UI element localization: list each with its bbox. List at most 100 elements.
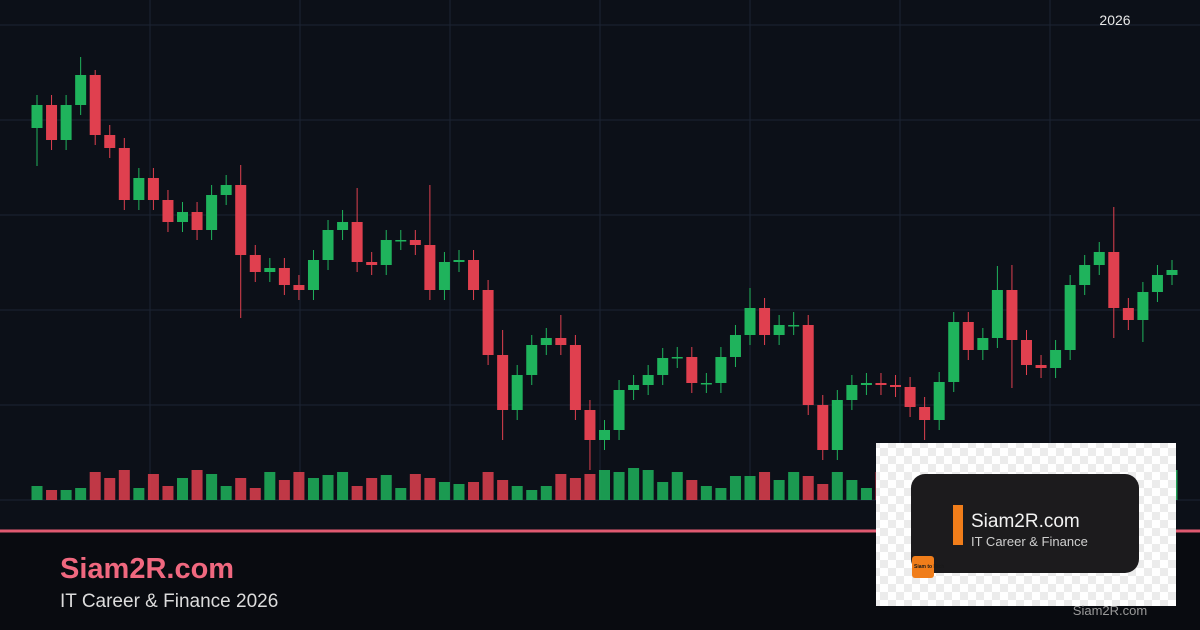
volume-bar [162,486,174,500]
candle-body [991,290,1003,338]
volume-bar [671,472,683,500]
volume-bar [206,474,218,500]
candle-body [1166,270,1178,275]
volume-bar [744,476,756,500]
volume-bar [468,482,480,500]
candle-body [890,385,902,387]
candle-body [817,405,829,450]
volume-bar [788,472,800,500]
volume-bar [337,472,349,500]
volume-bar [75,488,87,500]
candle-body [948,322,960,382]
volume-bar [60,490,72,500]
volume-bar [31,486,43,500]
volume-bar [613,472,625,500]
candle-body [569,345,581,410]
tagline: IT Career & Finance 2026 [60,591,278,612]
volume-bar [380,475,392,500]
volume-bar [555,474,567,500]
volume-bar [409,474,421,500]
volume-bar [700,486,712,500]
candle-body [584,410,596,440]
volume-bar [264,472,276,500]
candle-body [715,357,727,383]
candle-body [919,407,931,420]
candle-body [1108,252,1120,308]
candle-body [424,245,436,290]
volume-bar [438,482,450,500]
candle-body [191,212,203,230]
candle-body [249,255,261,272]
candle-body [264,268,276,272]
candle-body [788,325,800,327]
logo-badge [912,556,934,578]
candle-body [744,308,756,335]
candle-body [89,75,101,135]
logo-bar [953,505,963,545]
candle-body [977,338,989,350]
volume-bar [307,478,319,500]
candle-body [657,358,669,375]
candle-body [860,383,872,385]
candle-body [962,322,974,350]
volume-bar [104,478,116,500]
volume-bar [395,488,407,500]
volume-bar [759,472,771,500]
candle-body [1093,252,1105,265]
candle-body [235,185,247,255]
candle-body [409,240,421,245]
candle-body [729,335,741,357]
volume-bar [322,475,334,500]
candle-body [497,355,509,410]
candle-body [438,262,450,290]
candle-body [220,185,232,195]
candle-body [555,338,567,345]
candle-body [1064,285,1076,350]
candle-body [802,325,814,405]
volume-bar [278,480,290,500]
candle-body [206,195,218,230]
volume-bar [249,488,261,500]
volume-bar [147,474,159,500]
volume-bar [177,478,189,500]
site-name: Siam2R.com [60,553,234,585]
candle-body [759,308,771,335]
volume-bar [846,480,858,500]
candle-body [468,260,480,290]
candle-body [278,268,290,285]
volume-bar [686,480,698,500]
volume-bar [773,480,785,500]
volume-bar [584,474,596,500]
candle-body [1050,350,1062,368]
candle-body [671,357,683,359]
candle-body [177,212,189,222]
candle-body [104,135,116,148]
candle-body [628,385,640,390]
volume-bar [526,490,538,500]
candle-body [1137,292,1149,320]
candle-body [351,222,363,262]
volume-bar [424,478,436,500]
volume-bar [540,486,552,500]
volume-bar [366,478,378,500]
candle-body [31,105,43,128]
candle-body [395,240,407,242]
candle-body [366,262,378,265]
volume-bar [351,486,363,500]
volume-bar [831,472,843,500]
logo-badge-text: Siam to Rich [914,564,944,570]
candle-body [147,178,159,200]
volume-bar [453,484,465,500]
candle-body [599,430,610,440]
volume-bar [235,478,247,500]
candle-body [875,383,887,385]
candle-body [831,400,843,450]
volume-bar [715,488,727,500]
volume-bar [511,486,523,500]
candle-body [337,222,349,230]
candle-body [540,338,552,345]
logo-tagline: IT Career & Finance [971,534,1088,549]
logo-panel [911,474,1139,573]
candle-body [511,375,523,410]
